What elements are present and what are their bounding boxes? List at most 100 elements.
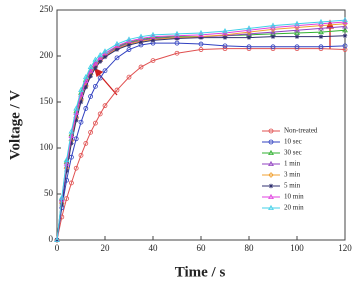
series-line	[56, 42, 346, 241]
legend-item: 10 min	[262, 193, 304, 201]
series	[54, 40, 348, 243]
point	[270, 44, 276, 50]
point	[114, 40, 120, 47]
point	[68, 128, 75, 134]
point	[126, 36, 132, 42]
legend-marker	[268, 128, 274, 134]
point	[58, 194, 65, 200]
point	[126, 47, 132, 52]
point	[138, 33, 144, 39]
point	[222, 35, 228, 40]
point	[83, 85, 88, 90]
legend-label: 10 min	[284, 193, 304, 201]
point	[102, 103, 108, 109]
point	[54, 237, 60, 243]
point	[198, 47, 204, 52]
point	[342, 33, 348, 38]
x-axis-title: Time / s	[175, 264, 226, 280]
point	[54, 236, 60, 242]
point	[83, 140, 89, 146]
legend-item: 3 min	[262, 171, 301, 179]
legend-marker	[268, 204, 274, 210]
point	[73, 105, 80, 111]
point	[88, 94, 93, 99]
x-tick-label: 40	[149, 243, 159, 253]
point	[92, 60, 99, 66]
point	[198, 41, 204, 47]
point	[64, 196, 69, 202]
point	[294, 20, 300, 26]
point	[318, 25, 324, 31]
legend-item: Non-treated	[262, 127, 318, 135]
legend-label: 20 min	[284, 204, 304, 212]
point	[342, 17, 348, 23]
point	[93, 83, 98, 89]
legend-item: 1 min	[262, 160, 301, 168]
point	[342, 27, 348, 33]
legend-marker	[268, 172, 274, 178]
y-tick-label: 50	[44, 188, 54, 198]
legend-marker	[268, 193, 274, 199]
legend-marker	[268, 183, 274, 189]
point	[198, 29, 204, 35]
point	[82, 74, 89, 80]
point	[97, 111, 103, 117]
point	[97, 75, 103, 81]
series-line	[56, 19, 346, 241]
point	[93, 65, 98, 71]
point	[150, 31, 156, 37]
point	[174, 36, 180, 41]
point	[150, 38, 156, 43]
point	[246, 44, 252, 50]
y-tick-label: 100	[40, 142, 54, 152]
point	[92, 56, 99, 62]
point	[93, 120, 98, 126]
x-tick-label: 100	[290, 243, 304, 253]
point	[294, 44, 300, 50]
point	[318, 28, 324, 35]
point	[69, 180, 74, 186]
y-axis-title: Voltage / V	[7, 90, 23, 160]
legend-item: 30 sec	[262, 149, 302, 157]
point	[88, 129, 93, 135]
point	[63, 160, 70, 166]
legend-item: 20 min	[262, 204, 304, 212]
legend-label: 30 sec	[284, 149, 302, 157]
legend-label: 5 min	[284, 182, 301, 190]
x-tick-label: 80	[245, 243, 255, 253]
y-tick-label: 150	[40, 96, 54, 106]
point	[59, 202, 64, 208]
point	[342, 23, 348, 29]
point	[246, 35, 252, 40]
point	[174, 40, 180, 46]
point	[88, 74, 93, 79]
point	[198, 35, 204, 40]
point	[222, 28, 228, 34]
point	[138, 64, 144, 70]
point	[78, 119, 84, 125]
y-tick-label: 200	[40, 50, 54, 60]
point	[294, 27, 300, 33]
point	[342, 43, 348, 49]
point	[78, 99, 84, 105]
point	[83, 106, 89, 111]
y-tick-label: 250	[40, 4, 54, 14]
legend-marker	[268, 149, 274, 155]
point	[73, 165, 79, 171]
legend-item: 5 min	[262, 182, 301, 190]
legend-label: 3 min	[284, 171, 301, 179]
y-tick-label: 0	[49, 234, 54, 244]
arrow-head	[93, 67, 104, 78]
x-tick-label: 120	[338, 243, 352, 253]
x-tick-label: 60	[197, 243, 207, 253]
point	[78, 152, 84, 158]
legend-label: 10 sec	[284, 138, 302, 146]
point	[222, 43, 228, 49]
legend-marker	[268, 139, 274, 145]
point	[126, 74, 132, 80]
point	[102, 68, 108, 74]
legend-item: 10 sec	[262, 138, 302, 146]
point	[102, 48, 108, 54]
